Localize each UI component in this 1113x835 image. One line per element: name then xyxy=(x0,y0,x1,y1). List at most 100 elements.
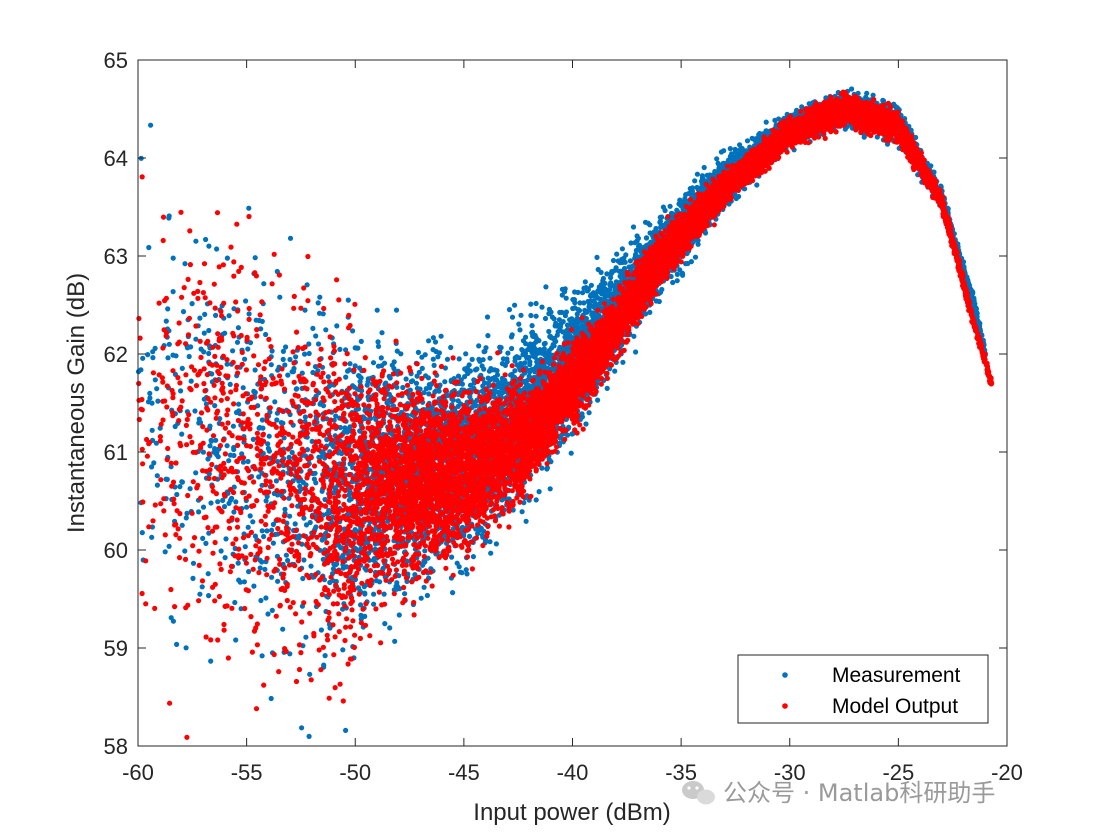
data-point xyxy=(442,379,448,385)
data-point xyxy=(488,550,494,556)
data-point xyxy=(226,313,232,319)
data-point xyxy=(582,279,588,285)
data-point xyxy=(303,634,309,640)
data-point xyxy=(559,309,565,315)
data-point xyxy=(519,509,525,515)
data-point xyxy=(459,570,465,576)
data-point xyxy=(414,373,420,379)
data-point xyxy=(282,362,288,368)
data-point xyxy=(350,328,356,334)
data-point xyxy=(182,261,188,267)
data-point xyxy=(382,381,388,387)
data-point xyxy=(505,350,511,356)
data-point xyxy=(699,175,706,181)
data-point xyxy=(586,410,592,416)
data-point xyxy=(371,601,377,607)
data-point xyxy=(528,301,534,307)
data-point xyxy=(182,548,188,554)
data-point xyxy=(250,436,256,442)
data-point xyxy=(849,86,855,92)
data-point xyxy=(263,498,269,504)
data-point xyxy=(419,365,425,371)
data-point xyxy=(403,376,409,382)
data-point xyxy=(245,346,251,352)
data-point xyxy=(179,522,185,528)
data-point xyxy=(529,323,535,329)
data-point xyxy=(430,356,436,362)
data-point xyxy=(604,385,610,391)
data-point xyxy=(510,507,516,513)
data-point xyxy=(149,534,155,540)
data-point xyxy=(206,327,212,334)
data-point xyxy=(170,255,176,261)
data-point xyxy=(416,369,422,375)
data-point xyxy=(145,352,151,358)
data-point xyxy=(412,572,418,578)
data-point xyxy=(421,584,427,590)
data-point xyxy=(246,205,252,211)
data-point xyxy=(343,727,349,734)
data-point xyxy=(230,348,236,354)
data-point xyxy=(226,458,232,464)
data-point xyxy=(610,257,617,264)
data-point xyxy=(196,416,202,422)
data-point xyxy=(299,370,305,376)
data-point xyxy=(297,483,303,489)
data-point xyxy=(694,171,701,177)
data-point xyxy=(509,345,515,352)
data-point xyxy=(283,344,289,350)
data-point xyxy=(456,564,462,570)
data-point xyxy=(259,653,265,659)
data-point xyxy=(656,298,662,305)
data-point xyxy=(370,360,377,366)
data-point xyxy=(313,333,319,339)
data-points xyxy=(135,86,995,740)
data-point xyxy=(244,504,250,510)
data-point xyxy=(205,571,211,577)
data-point xyxy=(199,584,205,590)
data-point xyxy=(303,522,310,528)
data-point xyxy=(265,441,271,447)
data-point xyxy=(165,306,171,312)
data-point xyxy=(668,273,674,280)
data-point xyxy=(152,377,158,383)
data-point xyxy=(184,510,190,516)
data-point xyxy=(536,489,542,495)
data-point xyxy=(285,372,291,378)
data-point xyxy=(487,355,493,361)
data-point xyxy=(692,254,699,260)
data-point xyxy=(391,359,397,365)
data-point xyxy=(174,491,180,498)
data-point xyxy=(444,356,451,362)
data-point xyxy=(192,408,198,414)
data-point xyxy=(595,397,601,403)
data-point xyxy=(193,470,199,476)
data-point xyxy=(283,552,289,558)
data-point xyxy=(234,339,241,345)
data-point xyxy=(631,333,637,339)
data-point xyxy=(140,355,146,361)
data-point xyxy=(214,246,220,252)
data-point xyxy=(667,203,673,209)
data-point xyxy=(620,359,626,365)
data-point xyxy=(177,484,183,490)
data-point xyxy=(563,295,569,301)
data-point xyxy=(660,204,667,210)
data-point xyxy=(421,390,427,396)
data-point xyxy=(269,348,275,354)
data-point xyxy=(242,356,248,362)
data-point xyxy=(517,327,523,333)
data-point xyxy=(396,612,402,618)
data-point xyxy=(203,540,209,547)
data-point xyxy=(270,521,276,528)
data-point xyxy=(227,381,233,387)
data-point xyxy=(374,307,380,313)
data-point xyxy=(206,593,212,599)
data-point xyxy=(727,146,733,152)
data-point xyxy=(240,459,246,465)
data-point xyxy=(442,365,448,371)
data-point xyxy=(580,290,586,296)
data-point xyxy=(224,443,230,449)
data-point xyxy=(252,533,258,539)
